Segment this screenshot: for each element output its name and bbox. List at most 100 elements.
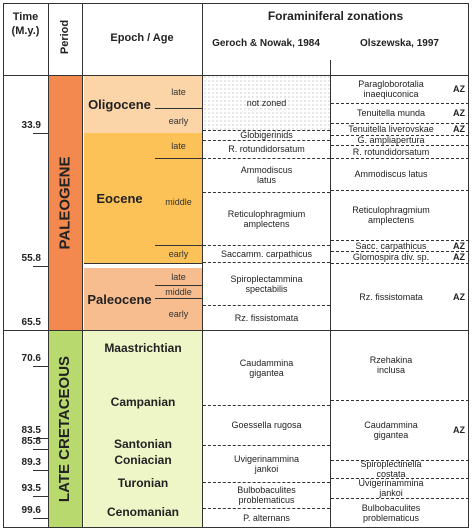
olszewska-zone: Spiroplectinella xyxy=(360,459,422,469)
geroch-zone-box: Goessella rugosa xyxy=(203,405,330,445)
olszewska-zone: Reticulophragmium xyxy=(352,205,430,215)
geroch-zone: latus xyxy=(256,175,276,185)
h-line xyxy=(203,158,330,159)
h-line xyxy=(203,140,330,141)
olszewska-zone: Rzehakina xyxy=(369,355,413,365)
age-label: early xyxy=(168,249,189,259)
olszewska-zone: amplectens xyxy=(367,215,415,225)
time-tick-label: 55.8 xyxy=(21,253,41,264)
olszewska-zone: problematicus xyxy=(362,513,420,523)
stage-name: Campanian xyxy=(110,395,176,409)
geroch-zone-box: P. alternans xyxy=(203,508,330,528)
stage-bg xyxy=(84,496,202,528)
olszewska-zone-box: Rz. fissistomata xyxy=(331,263,451,330)
h-line xyxy=(331,400,469,401)
v-line xyxy=(48,3,49,528)
h-line xyxy=(33,438,48,439)
age-label: middle xyxy=(165,286,192,297)
geroch-zone: Spiroplectammina xyxy=(230,273,303,284)
geroch-zone: Ammodiscus xyxy=(240,165,293,175)
h-line xyxy=(203,245,330,246)
h-line xyxy=(203,262,330,263)
olszewska-zone: R. rotundidorsatum xyxy=(352,146,430,157)
age-label: late xyxy=(171,86,186,97)
h-line xyxy=(331,460,469,461)
olszewska-zone-box: Tenuitella liverovskae xyxy=(331,123,451,135)
olszewska-zone: Uvigerinammina xyxy=(358,478,424,488)
olszewska-zone-box: Sacc. carpathicus xyxy=(331,240,451,251)
az-tag: AZ xyxy=(453,240,465,251)
olszewska-zone: Ammodiscus latus xyxy=(354,169,428,179)
time-tick-label: 99.6 xyxy=(21,505,41,516)
epoch-bg xyxy=(84,133,202,263)
olszewska-zone-box: G. ampliapertura xyxy=(331,135,451,145)
olszewska-zone: Tenuitella munda xyxy=(356,108,426,118)
geroch-zone-box: Globigerinids xyxy=(203,130,330,140)
h-line xyxy=(33,470,48,471)
not-zoned-bg xyxy=(203,75,330,130)
geroch-zone: Reticulophragmium xyxy=(227,208,306,219)
olszewska-zone-box: Uvigerinammina jankoi xyxy=(331,478,451,498)
olszewska-zone-box: Rzehakina inclusa xyxy=(331,330,451,400)
h-line xyxy=(331,498,469,499)
h-line xyxy=(33,496,48,497)
az-tag: AZ xyxy=(453,425,465,435)
olszewska-zone: Caudammina xyxy=(364,420,418,430)
stage-name: Cenomanian xyxy=(106,505,179,519)
age-label: early xyxy=(168,309,189,319)
epoch-name: Oligocene xyxy=(88,96,151,112)
h-line xyxy=(155,285,202,286)
epoch-header: Epoch / Age xyxy=(110,32,174,44)
stage-bg xyxy=(84,366,202,438)
time-tick-label: 85.8 xyxy=(21,436,41,447)
olszewska-zone-box: Ammodiscus latus xyxy=(331,158,451,190)
olszewska-zone: G. ampliapertura xyxy=(357,135,425,145)
geroch-zone-box: Rz. fissistomata xyxy=(203,305,330,330)
time-header: (M.y.) xyxy=(11,25,40,37)
az-tag: AZ xyxy=(453,252,465,262)
v-line xyxy=(82,3,83,528)
geroch-zone: Caudammina xyxy=(239,357,294,368)
time-tick-label: 83.5 xyxy=(21,425,41,436)
geroch-zone-box: Spiroplectammina spectabilis xyxy=(203,262,330,305)
stage-name: Turonian xyxy=(117,476,169,490)
h-line xyxy=(331,103,469,104)
geroch-zone: R. rotundidorsatum xyxy=(228,144,305,154)
olszewska-zone-box: Bulbobaculites problematicus xyxy=(331,498,451,528)
h-line xyxy=(331,145,469,146)
stage-bg xyxy=(84,330,202,366)
age-label: late xyxy=(171,271,186,282)
h-line xyxy=(33,366,48,367)
geroch-zone-box: Uvigerinammina jankoi xyxy=(203,445,330,482)
geroch-zone: Rz. fissistomata xyxy=(234,312,299,323)
h-line xyxy=(203,508,330,509)
v-line xyxy=(202,3,203,528)
geroch-zone-box: Bulbobaculites problematicus xyxy=(203,482,330,508)
olszewska-zone: Sacc. carpathicus xyxy=(355,240,427,251)
h-line xyxy=(331,190,469,191)
h-line xyxy=(155,158,202,159)
epoch-name: Eocene xyxy=(96,190,143,206)
cretaceous-bg xyxy=(48,330,82,528)
h-line xyxy=(331,251,469,252)
h-line xyxy=(155,298,202,299)
geroch-zone-box: Saccamm. carpathicus xyxy=(203,245,330,262)
olszewska-zone: Paragloborotalia xyxy=(358,79,424,89)
h-line xyxy=(331,135,469,136)
olszewska-zone: Glomospira div. sp. xyxy=(352,252,430,262)
olszewska-zone: Tenuitella liverovskae xyxy=(348,124,434,134)
h-line xyxy=(331,240,469,241)
time-tick-label: 33.9 xyxy=(21,120,41,131)
paleogene-bg xyxy=(48,75,82,330)
geroch-zone: P. alternans xyxy=(243,513,290,523)
geroch-zone-box: not zoned xyxy=(203,75,330,130)
olszewska-zone-box: Reticulophragmium amplectens xyxy=(331,190,451,240)
h-line xyxy=(3,330,469,331)
stage-bg xyxy=(84,449,202,470)
geroch-zone: Globigerinids xyxy=(240,130,293,140)
h-line xyxy=(33,266,48,267)
h-line xyxy=(203,482,330,483)
stage-name: Maastrichtian xyxy=(104,341,182,355)
geroch-zone-box: R. rotundidorsatum xyxy=(203,140,330,158)
